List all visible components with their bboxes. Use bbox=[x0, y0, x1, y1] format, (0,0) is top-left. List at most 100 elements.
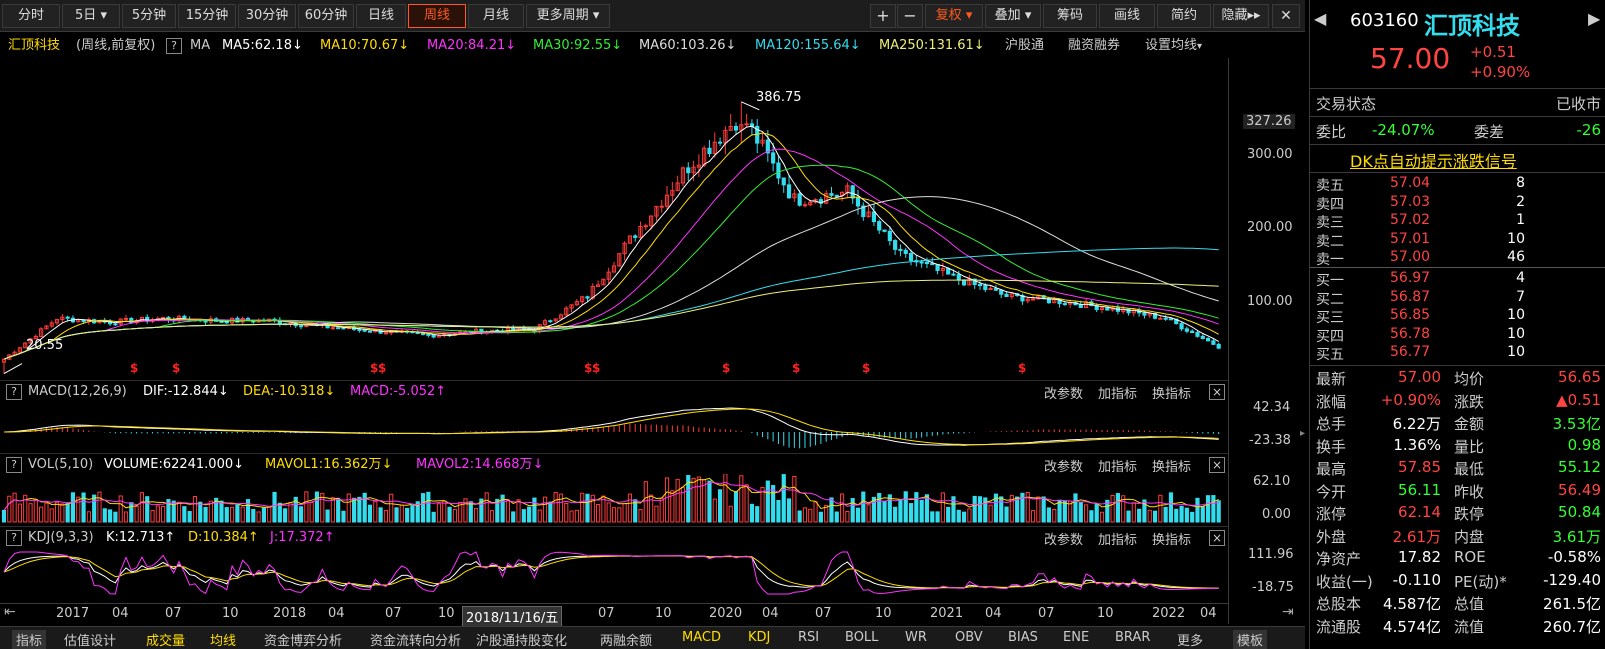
next-stock-icon[interactable]: ▶ bbox=[1588, 9, 1601, 28]
scroll-right-icon[interactable]: ⇥ bbox=[1282, 604, 1294, 620]
vol-help-button[interactable]: ? bbox=[6, 457, 22, 473]
sell-1-price: 57.00 bbox=[1390, 249, 1431, 265]
set-ma-button[interactable]: 设置均线▾ bbox=[1145, 36, 1202, 56]
period-weekly[interactable]: 周线 bbox=[408, 4, 466, 28]
period-5day[interactable]: 5日 ▾ bbox=[62, 4, 120, 28]
simple-button[interactable]: 简约 bbox=[1157, 4, 1211, 28]
tab-ene[interactable]: ENE bbox=[1063, 630, 1090, 645]
period-60min[interactable]: 60分钟 bbox=[298, 4, 354, 28]
volume-bar bbox=[967, 508, 972, 523]
kdj-param-button[interactable]: 改参数 bbox=[1044, 533, 1084, 548]
tab-ma[interactable]: 均线 bbox=[210, 634, 237, 649]
vol-add-button[interactable]: 加指标 bbox=[1098, 460, 1138, 475]
tab-rsi[interactable]: RSI bbox=[798, 630, 820, 645]
macd-add-button[interactable]: 加指标 bbox=[1098, 387, 1138, 402]
vol-param-button[interactable]: 改参数 bbox=[1044, 460, 1084, 475]
volume-bar bbox=[145, 496, 150, 523]
low-price-label: 20.55 bbox=[26, 338, 64, 353]
margin-link[interactable]: 融资融券 bbox=[1068, 38, 1121, 53]
volume-chart[interactable] bbox=[0, 474, 1228, 524]
volume-bar bbox=[500, 494, 505, 523]
vol-y-top: 62.10 bbox=[1253, 474, 1291, 489]
vol-y-bottom: 0.00 bbox=[1262, 507, 1291, 522]
tab-indicators[interactable]: 指标 bbox=[12, 630, 47, 649]
period-15min[interactable]: 15分钟 bbox=[178, 4, 236, 28]
vol-switch-button[interactable]: 换指标 bbox=[1152, 460, 1192, 475]
macd-help-button[interactable]: ? bbox=[6, 384, 22, 400]
volume-bar bbox=[670, 490, 675, 523]
vol-volume-text: VOLUME:62241.000 bbox=[104, 457, 234, 472]
signal-marker: $ bbox=[722, 361, 730, 375]
stat-value: 56.11 bbox=[1398, 480, 1441, 499]
volume-bar bbox=[76, 496, 81, 523]
panel-expand-icon[interactable]: ▸ bbox=[1300, 428, 1306, 439]
dk-signal-link[interactable]: DK点自动提示涨跌信号 bbox=[1350, 152, 1517, 171]
sell-3-label: 卖三 bbox=[1316, 215, 1344, 231]
vol-close-icon[interactable]: × bbox=[1209, 457, 1225, 473]
volume-bar bbox=[1083, 504, 1089, 523]
tab-brar[interactable]: BRAR bbox=[1115, 630, 1151, 645]
tab-hgt-holdings[interactable]: 沪股通持股变化 bbox=[476, 634, 568, 649]
tab-volume[interactable]: 成交量 bbox=[146, 634, 186, 649]
tab-boll[interactable]: BOLL bbox=[845, 630, 879, 645]
stat-value: 56.49 bbox=[1558, 480, 1601, 499]
close-icon[interactable]: ✕ bbox=[1272, 4, 1300, 28]
volume-bar bbox=[1015, 496, 1020, 523]
kdj-k: K:12.713↑ bbox=[106, 528, 175, 548]
chips-button[interactable]: 筹码 bbox=[1043, 4, 1097, 28]
period-30min[interactable]: 30分钟 bbox=[238, 4, 296, 28]
period-more[interactable]: 更多周期 ▾ bbox=[526, 4, 610, 28]
overlay-button[interactable]: 叠加 ▾ bbox=[985, 4, 1041, 28]
volume-bar bbox=[749, 503, 755, 523]
zoom-in-button[interactable]: + bbox=[870, 4, 896, 28]
hgt-link[interactable]: 沪股通 bbox=[1005, 38, 1045, 53]
y-tick-max: 327.26 bbox=[1243, 114, 1295, 129]
tab-margin-balance[interactable]: 两融余额 bbox=[600, 634, 653, 649]
volume-bar bbox=[633, 499, 638, 523]
chevron-down-icon: ▾ bbox=[1197, 41, 1203, 52]
macd-param-button[interactable]: 改参数 bbox=[1044, 387, 1084, 402]
macd-switch-button[interactable]: 换指标 bbox=[1152, 387, 1192, 402]
macd-chart[interactable] bbox=[0, 400, 1228, 452]
kdj-help-button[interactable]: ? bbox=[6, 530, 22, 546]
volume-bar bbox=[887, 494, 892, 523]
hide-button[interactable]: 隐藏▸▸ bbox=[1213, 4, 1269, 28]
tab-more[interactable]: 更多 bbox=[1177, 634, 1204, 649]
zoom-out-button[interactable]: − bbox=[897, 4, 923, 28]
period-5min[interactable]: 5分钟 bbox=[122, 4, 176, 28]
tab-wr[interactable]: WR bbox=[905, 630, 927, 645]
prev-stock-icon[interactable]: ◀ bbox=[1314, 9, 1327, 28]
buy-1-price: 56.97 bbox=[1390, 270, 1431, 286]
wb-value: -24.07% bbox=[1372, 121, 1435, 139]
stat-value: 2.61万 bbox=[1392, 527, 1441, 546]
kdj-close-icon[interactable]: × bbox=[1209, 530, 1225, 546]
restore-right-button[interactable]: 复权 ▾ bbox=[925, 4, 983, 28]
kdj-add-button[interactable]: 加指标 bbox=[1098, 533, 1138, 548]
tab-valuation[interactable]: 估值设计 bbox=[64, 634, 117, 649]
period-daily[interactable]: 日线 bbox=[356, 4, 406, 28]
volume-bar bbox=[765, 480, 770, 523]
period-intraday[interactable]: 分时 bbox=[2, 4, 60, 28]
price-chart[interactable]: $ $ $ $ $ $ $ $ $ $ bbox=[0, 58, 1228, 380]
x-label: 10 bbox=[875, 606, 892, 621]
scroll-left-icon[interactable]: ⇤ bbox=[4, 604, 16, 620]
tab-capital-game[interactable]: 资金博弈分析 bbox=[264, 634, 343, 649]
kdj-chart[interactable] bbox=[0, 548, 1228, 602]
volume-bar bbox=[495, 498, 500, 523]
kdj-y-bottom: -18.75 bbox=[1252, 580, 1294, 595]
buy-2-price: 56.87 bbox=[1390, 288, 1431, 305]
draw-line-button[interactable]: 画线 bbox=[1099, 4, 1155, 28]
tab-capital-flow[interactable]: 资金流转向分析 bbox=[370, 634, 462, 649]
help-button[interactable]: ? bbox=[166, 38, 182, 54]
sell-4-price: 57.03 bbox=[1390, 193, 1431, 210]
tab-obv[interactable]: OBV bbox=[955, 630, 983, 645]
candle-body bbox=[1174, 318, 1179, 325]
period-monthly[interactable]: 月线 bbox=[468, 4, 524, 28]
macd-close-icon[interactable]: × bbox=[1209, 384, 1225, 400]
tab-kdj[interactable]: KDJ bbox=[748, 630, 771, 645]
tab-macd[interactable]: MACD bbox=[682, 630, 721, 645]
tab-template[interactable]: 模板 bbox=[1233, 630, 1268, 649]
tab-bias[interactable]: BIAS bbox=[1008, 630, 1038, 645]
kdj-switch-button[interactable]: 换指标 bbox=[1152, 533, 1192, 548]
